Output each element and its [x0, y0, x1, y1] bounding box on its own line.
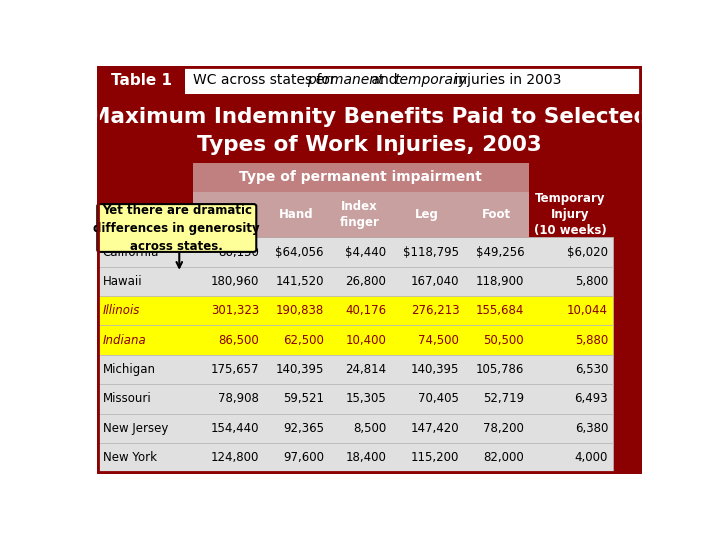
- FancyBboxPatch shape: [99, 67, 639, 472]
- FancyBboxPatch shape: [99, 414, 613, 443]
- Text: 4,000: 4,000: [575, 451, 608, 464]
- Text: 301,323: 301,323: [211, 304, 259, 318]
- FancyBboxPatch shape: [193, 163, 528, 192]
- Text: 70,405: 70,405: [418, 393, 459, 406]
- Text: Hand: Hand: [279, 208, 313, 221]
- Text: $6,020: $6,020: [567, 246, 608, 259]
- Text: 8,500: 8,500: [353, 422, 386, 435]
- FancyBboxPatch shape: [185, 67, 639, 94]
- Text: 86,150: 86,150: [218, 246, 259, 259]
- Text: 147,420: 147,420: [410, 422, 459, 435]
- Text: 154,440: 154,440: [210, 422, 259, 435]
- Text: 6,493: 6,493: [575, 393, 608, 406]
- Text: Leg: Leg: [415, 208, 439, 221]
- FancyBboxPatch shape: [99, 238, 613, 267]
- Text: Indiana: Indiana: [103, 334, 147, 347]
- Text: 140,395: 140,395: [411, 363, 459, 376]
- Text: 82,000: 82,000: [483, 451, 524, 464]
- Text: 15,305: 15,305: [346, 393, 386, 406]
- Text: 62,500: 62,500: [283, 334, 324, 347]
- Text: State: State: [128, 208, 163, 221]
- Text: temporary: temporary: [394, 73, 467, 87]
- Text: and: and: [366, 73, 402, 87]
- Text: 26,800: 26,800: [346, 275, 386, 288]
- Text: 59,521: 59,521: [283, 393, 324, 406]
- Text: 180,960: 180,960: [211, 275, 259, 288]
- Text: New York: New York: [103, 451, 157, 464]
- Text: Hawaii: Hawaii: [103, 275, 143, 288]
- FancyBboxPatch shape: [99, 443, 613, 472]
- FancyBboxPatch shape: [99, 384, 613, 414]
- Text: 167,040: 167,040: [410, 275, 459, 288]
- Text: permanent: permanent: [307, 73, 384, 87]
- Text: Temporary
Injury
(10 weeks): Temporary Injury (10 weeks): [534, 192, 607, 237]
- Text: 10,400: 10,400: [346, 334, 386, 347]
- FancyBboxPatch shape: [99, 67, 185, 94]
- Text: 40,176: 40,176: [345, 304, 386, 318]
- Text: 141,520: 141,520: [276, 275, 324, 288]
- Text: injuries in 2003: injuries in 2003: [450, 73, 562, 87]
- Text: Arm: Arm: [215, 208, 242, 221]
- Text: 124,800: 124,800: [211, 451, 259, 464]
- Text: 52,719: 52,719: [483, 393, 524, 406]
- Text: WC across states for: WC across states for: [193, 73, 341, 87]
- Text: 86,500: 86,500: [218, 334, 259, 347]
- Text: Type of permanent impairment: Type of permanent impairment: [240, 170, 482, 184]
- Text: Yet there are dramatic
differences in generosity
across states.: Yet there are dramatic differences in ge…: [94, 204, 260, 253]
- Text: 50,500: 50,500: [484, 334, 524, 347]
- Text: 78,200: 78,200: [483, 422, 524, 435]
- Text: 10,044: 10,044: [567, 304, 608, 318]
- Text: Illinois: Illinois: [103, 304, 140, 318]
- Text: 74,500: 74,500: [418, 334, 459, 347]
- Text: $64,056: $64,056: [276, 246, 324, 259]
- Text: Types of Work Injuries, 2003: Types of Work Injuries, 2003: [197, 136, 541, 156]
- Text: 115,200: 115,200: [411, 451, 459, 464]
- Text: Missouri: Missouri: [103, 393, 152, 406]
- Text: 5,880: 5,880: [575, 334, 608, 347]
- Text: Maximum Indemnity Benefits Paid to Selected: Maximum Indemnity Benefits Paid to Selec…: [89, 106, 649, 126]
- Text: 5,800: 5,800: [575, 275, 608, 288]
- Text: 118,900: 118,900: [476, 275, 524, 288]
- Text: $118,795: $118,795: [403, 246, 459, 259]
- Text: California: California: [103, 246, 159, 259]
- FancyBboxPatch shape: [99, 326, 613, 355]
- Text: $4,440: $4,440: [345, 246, 386, 259]
- Text: 190,838: 190,838: [276, 304, 324, 318]
- Text: Foot: Foot: [482, 208, 510, 221]
- Text: 140,395: 140,395: [276, 363, 324, 376]
- Text: 92,365: 92,365: [283, 422, 324, 435]
- FancyBboxPatch shape: [99, 296, 613, 326]
- FancyBboxPatch shape: [99, 355, 613, 384]
- FancyBboxPatch shape: [99, 267, 613, 296]
- Text: 6,530: 6,530: [575, 363, 608, 376]
- Text: 155,684: 155,684: [476, 304, 524, 318]
- Text: 24,814: 24,814: [345, 363, 386, 376]
- Text: Michigan: Michigan: [103, 363, 156, 376]
- Text: 276,213: 276,213: [410, 304, 459, 318]
- Text: 18,400: 18,400: [346, 451, 386, 464]
- Text: 6,380: 6,380: [575, 422, 608, 435]
- Text: 175,657: 175,657: [210, 363, 259, 376]
- Text: Index
finger: Index finger: [340, 200, 379, 229]
- FancyBboxPatch shape: [193, 192, 528, 238]
- Text: 97,600: 97,600: [283, 451, 324, 464]
- Text: 78,908: 78,908: [218, 393, 259, 406]
- Text: New Jersey: New Jersey: [103, 422, 168, 435]
- Text: 105,786: 105,786: [476, 363, 524, 376]
- Text: Table 1: Table 1: [111, 73, 172, 88]
- FancyBboxPatch shape: [97, 204, 256, 252]
- Text: $49,256: $49,256: [476, 246, 524, 259]
